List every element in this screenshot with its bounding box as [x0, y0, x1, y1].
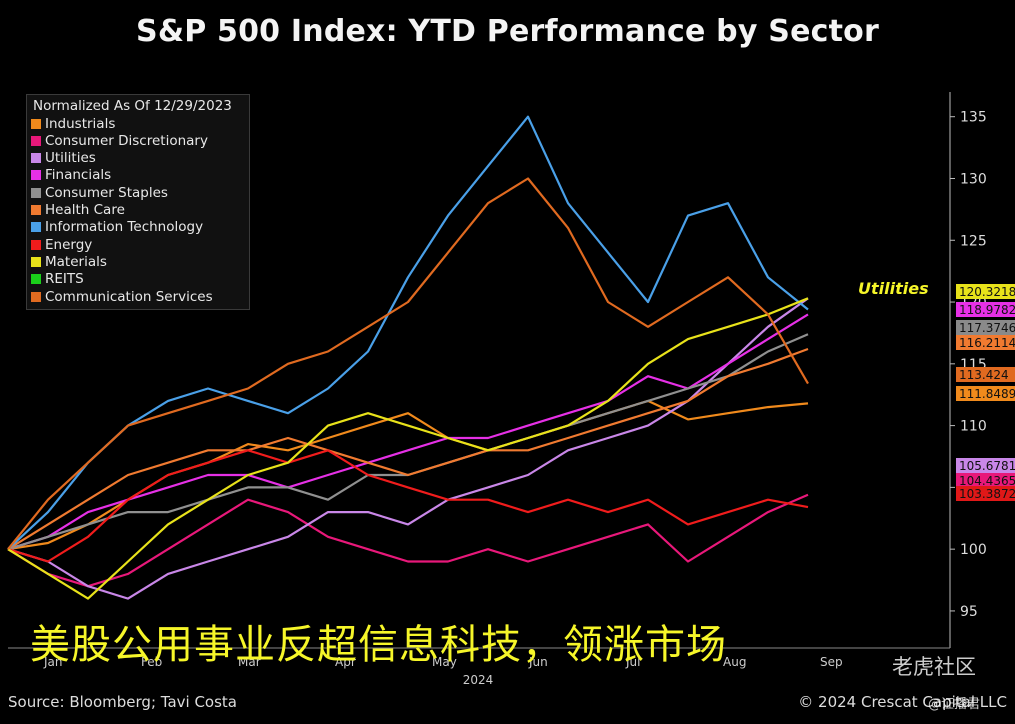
last-value-badge	[956, 302, 1015, 317]
last-value-label: 104.4365	[959, 474, 1015, 488]
last-value-label: 113.424	[959, 368, 1009, 382]
legend-item: Consumer Staples	[31, 184, 168, 201]
overlay-caption: 美股公用事业反超信息科技，领涨市场	[30, 622, 727, 668]
x-tick-label: May	[432, 655, 457, 669]
y-tick-label: 135	[960, 110, 987, 126]
series-line-information-technology	[7, 115, 809, 551]
legend-swatch	[31, 222, 41, 233]
last-value-label: 103.3872	[959, 487, 1015, 501]
last-value-label: 105.6781	[959, 459, 1015, 473]
last-value-badge	[956, 473, 1015, 488]
legend-swatch	[31, 187, 41, 198]
x-tick-label: Aug	[723, 655, 746, 669]
y-tick-label: 110	[960, 419, 987, 435]
last-value-badge	[956, 458, 1015, 473]
last-value-badge	[956, 386, 1015, 401]
legend-item: Materials	[31, 253, 107, 270]
x-tick-label: Feb	[141, 655, 162, 669]
series-line-health-care	[7, 347, 809, 551]
legend-label: Utilities	[45, 150, 96, 167]
series-line-financials	[7, 313, 809, 551]
last-value-label: 111.8489	[959, 387, 1015, 401]
legend-swatch	[31, 239, 41, 250]
utilities-annotation: Utilities	[858, 279, 929, 298]
series-line-communication-services	[7, 177, 809, 550]
chart-title: S&P 500 Index: YTD Performance by Sector	[136, 14, 879, 49]
last-value-badge	[956, 320, 1015, 335]
legend-swatch	[31, 205, 41, 215]
legend-swatch	[31, 256, 41, 267]
last-value-badge	[956, 367, 1015, 382]
y-tick-label: 95	[960, 604, 978, 620]
series-line-consumer-discretionary	[7, 493, 809, 588]
y-tick-label: 100	[960, 542, 987, 558]
legend-item: Communication Services	[31, 288, 213, 305]
source-note: Source: Bloomberg; Tavi Costa	[8, 693, 237, 711]
legend-label: Energy	[45, 236, 93, 253]
legend-swatch	[31, 135, 41, 146]
last-value-label: 120.3218	[959, 285, 1015, 299]
copyright-note: © 2024 Crescat Capital LLC	[798, 693, 1007, 711]
legend-item: Energy	[31, 236, 92, 253]
legend-item: REITS	[31, 271, 84, 288]
legend-label: Consumer Staples	[45, 184, 168, 201]
y-tick-label: 130	[960, 171, 987, 187]
legend-label: REITS	[45, 271, 84, 288]
legend-item: Information Technology	[31, 219, 203, 236]
watermark-user: @证播君	[928, 697, 981, 712]
legend-label: Information Technology	[45, 219, 204, 236]
x-tick-label: Sep	[820, 655, 843, 669]
series-line-energy	[7, 449, 809, 563]
y-tick-label: 125	[960, 233, 987, 249]
last-value-label: 117.3746	[959, 321, 1015, 335]
legend-label: Materials	[45, 253, 107, 270]
x-tick-label: Jun	[528, 655, 548, 669]
watermark-main: 老虎社区	[892, 655, 976, 679]
legend-swatch	[31, 291, 41, 302]
x-tick-label: Mar	[238, 655, 261, 669]
last-value-label: 118.9782	[959, 303, 1015, 317]
legend-item: Consumer Discretionary	[31, 132, 208, 149]
legend-swatch	[31, 118, 41, 129]
legend-item: Health Care	[31, 202, 125, 219]
last-value-badge	[956, 284, 1015, 299]
series-line-materials	[7, 297, 809, 600]
x-tick-label: Jan	[43, 655, 63, 669]
legend-label: Health Care	[45, 202, 125, 218]
legend-item: Industrials	[31, 115, 115, 132]
legend-label: Communication Services	[45, 288, 213, 305]
legend-label: Consumer Discretionary	[45, 132, 208, 149]
legend-item: Utilities	[31, 150, 96, 167]
last-value-badge	[956, 335, 1015, 350]
legend-swatch	[31, 153, 41, 164]
legend-item: Financials	[31, 167, 111, 184]
legend-swatch	[31, 170, 41, 181]
x-axis-label: 2024	[463, 673, 494, 687]
legend-label: Financials	[45, 167, 112, 184]
legend-header: Normalized As Of 12/29/2023	[33, 98, 232, 114]
last-value-label: 116.2114	[959, 336, 1015, 350]
series-line-consumer-staples	[7, 333, 809, 551]
x-tick-label: Apr	[335, 655, 356, 669]
legend-label: Industrials	[45, 115, 116, 132]
last-value-badge	[956, 486, 1015, 501]
x-tick-label: Jul	[625, 655, 640, 669]
series-line-utilities	[7, 297, 809, 600]
chart-legend: Normalized As Of 12/29/2023 Industrials C…	[26, 94, 250, 310]
legend-swatch	[31, 274, 41, 285]
